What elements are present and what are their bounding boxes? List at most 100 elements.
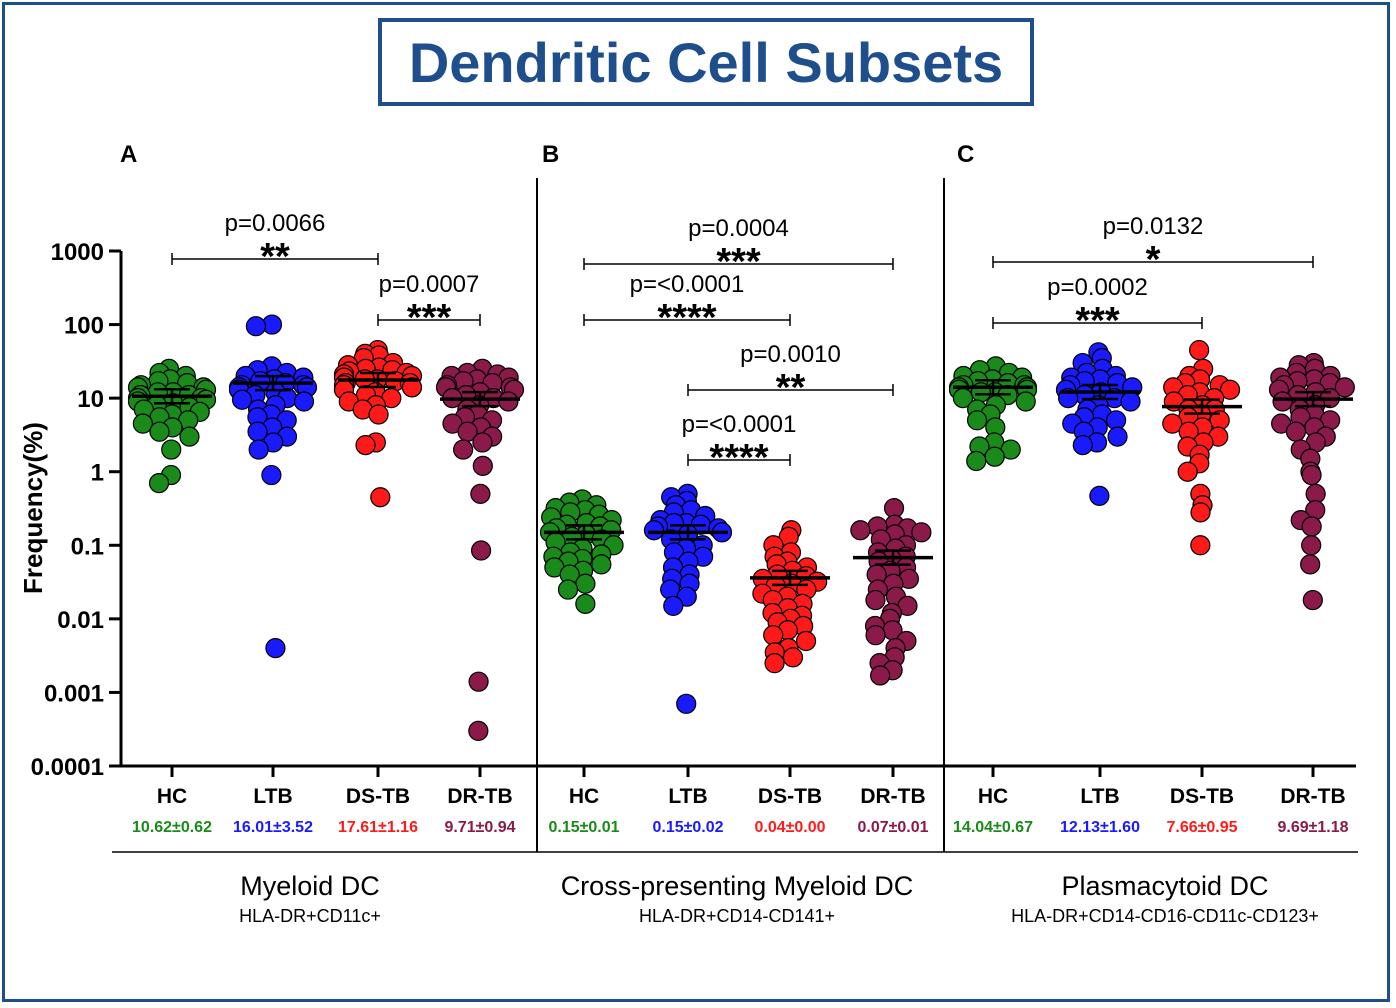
data-point-ltb xyxy=(643,520,665,541)
data-point-dr-tb xyxy=(470,540,492,561)
x-tick-label: HC xyxy=(978,785,1008,808)
data-point-ds-tb xyxy=(764,653,785,674)
data-point-hc xyxy=(966,410,988,431)
x-tick-label: LTB xyxy=(1080,785,1119,808)
significance-stars: *** xyxy=(1075,300,1120,342)
y-tick-label: 0.01 xyxy=(57,607,104,634)
y-tick-label: 0.0001 xyxy=(31,754,104,781)
y-tick-label: 0.001 xyxy=(44,680,104,707)
y-axis-label: Frequency(%) xyxy=(18,422,48,594)
group-summary-label: 14.04±0.67 xyxy=(953,819,1033,836)
x-tick-label: DR-TB xyxy=(860,785,925,808)
x-tick-label: DS-TB xyxy=(1170,785,1234,808)
data-point-dr-tb xyxy=(870,665,891,686)
data-point-ds-tb xyxy=(1190,535,1211,556)
data-point-hc xyxy=(179,426,200,447)
figure-title: Dendritic Cell Subsets xyxy=(408,30,1004,94)
data-point-dr-tb xyxy=(850,520,871,541)
x-tick-label: HC xyxy=(157,785,187,808)
group-summary-label: 10.62±0.62 xyxy=(132,819,212,836)
data-point-dr-tb xyxy=(453,439,474,460)
data-point-ltb xyxy=(676,693,697,714)
data-point-ds-tb xyxy=(795,630,817,652)
significance-stars: *** xyxy=(407,297,452,339)
data-point-ltb xyxy=(231,389,253,410)
data-point-hc xyxy=(132,413,153,434)
significance-stars: ** xyxy=(776,367,806,409)
y-tick-label: 10 xyxy=(77,386,104,413)
data-point-dr-tb xyxy=(1301,516,1322,537)
data-point-ltb xyxy=(265,638,286,659)
p-value-label: p=0.0007 xyxy=(379,271,480,298)
p-value-label: p=0.0066 xyxy=(225,210,326,237)
group-summary-label: 0.04±0.00 xyxy=(754,819,825,836)
significance-stars: * xyxy=(1146,239,1161,281)
data-point-dr-tb xyxy=(1285,421,1307,442)
group-summary-label: 0.15±0.02 xyxy=(652,819,723,836)
data-point-ds-tb xyxy=(1190,502,1211,523)
group-summary-label: 9.69±1.18 xyxy=(1277,819,1348,836)
data-point-ds-tb xyxy=(782,647,804,668)
x-tick-label: DS-TB xyxy=(346,785,410,808)
group-summary-label: 0.15±0.01 xyxy=(548,819,619,836)
data-point-dr-tb xyxy=(1302,589,1323,611)
data-point-ds-tb xyxy=(1189,339,1210,361)
y-tick-label: 0.1 xyxy=(71,533,104,560)
group-summary-label: 16.01±3.52 xyxy=(233,819,313,836)
y-tick-label: 100 xyxy=(64,313,104,340)
p-value-label: p=0.0132 xyxy=(1103,213,1204,240)
data-point-dr-tb xyxy=(865,625,886,646)
data-point-dr-tb xyxy=(1334,377,1355,398)
data-point-hc xyxy=(591,554,612,575)
data-point-dr-tb xyxy=(468,720,489,741)
group-summary-label: 12.13±1.60 xyxy=(1060,819,1140,836)
data-point-hc xyxy=(148,473,170,494)
x-tick-label: LTB xyxy=(253,785,292,808)
data-point-dr-tb xyxy=(1300,554,1321,575)
data-point-hc xyxy=(1015,391,1036,412)
data-point-ds-tb xyxy=(763,625,784,646)
panel-label: A xyxy=(120,141,137,168)
subset-marker: HLA-DR+CD11c+ xyxy=(239,906,381,926)
data-point-dr-tb xyxy=(472,455,493,476)
x-tick-label: DR-TB xyxy=(1280,785,1345,808)
data-point-hc xyxy=(161,439,182,460)
p-value-label: p=0.0002 xyxy=(1047,274,1148,301)
p-value-label: p=<0.0001 xyxy=(630,271,745,298)
data-point-ds-tb xyxy=(370,487,391,508)
subset-marker: HLA-DR+CD14-CD141+ xyxy=(639,906,835,926)
data-point-ds-tb xyxy=(1162,413,1183,434)
data-point-ltb xyxy=(1120,391,1141,412)
data-point-dr-tb xyxy=(472,432,493,453)
data-point-hc xyxy=(575,573,596,594)
data-point-dr-tb xyxy=(865,589,886,611)
data-point-dr-tb xyxy=(498,391,519,412)
data-point-ds-tb xyxy=(368,404,389,425)
data-point-ltb xyxy=(1107,426,1128,447)
p-value-label: p=0.0010 xyxy=(740,341,841,368)
figure-title-box: Dendritic Cell Subsets xyxy=(378,18,1034,106)
y-tick-label: 1000 xyxy=(51,239,104,266)
data-point-dr-tb xyxy=(1301,464,1322,486)
data-point-dr-tb xyxy=(468,671,489,692)
data-point-hc xyxy=(575,593,596,614)
significance-stars: ** xyxy=(260,236,290,278)
group-summary-label: 17.61±1.16 xyxy=(338,819,418,836)
subset-name: Plasmacytoid DC xyxy=(1061,871,1268,901)
panel-label: B xyxy=(542,141,559,168)
data-point-ltb xyxy=(663,595,684,617)
data-point-dr-tb xyxy=(1272,391,1293,412)
y-tick-label: 1 xyxy=(91,460,104,487)
subset-marker: HLA-DR+CD14-CD16-CD11c-CD123+ xyxy=(1011,906,1319,926)
data-point-ltb xyxy=(293,391,315,412)
subset-name: Myeloid DC xyxy=(240,871,380,901)
significance-stars: **** xyxy=(657,297,716,339)
data-point-ds-tb xyxy=(355,435,376,456)
significance-stars: **** xyxy=(709,437,768,479)
data-point-ds-tb xyxy=(1177,461,1198,482)
x-tick-label: DR-TB xyxy=(447,785,512,808)
data-point-hc xyxy=(966,450,987,472)
group-summary-label: 9.71±0.94 xyxy=(444,819,515,836)
data-point-hc xyxy=(984,446,1005,467)
